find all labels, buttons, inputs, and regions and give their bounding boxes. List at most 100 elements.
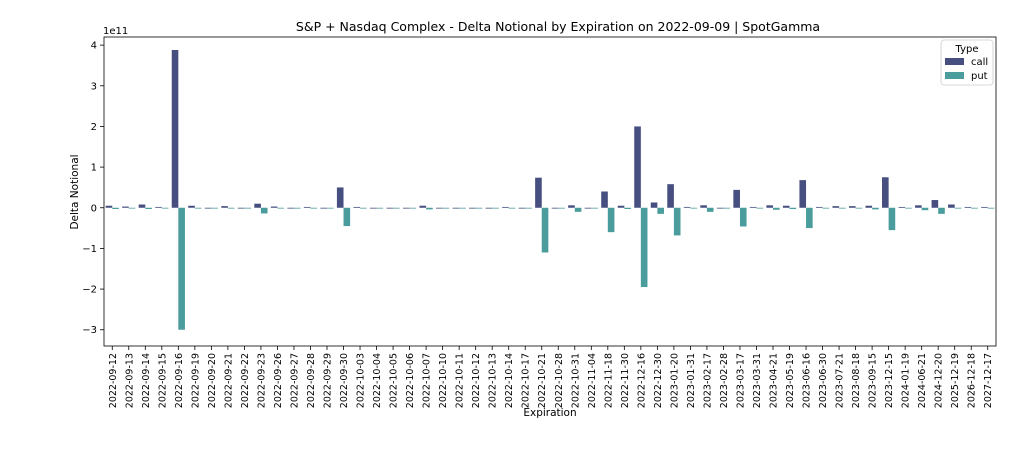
bar-call-2022-11-18	[601, 191, 608, 208]
bar-call-2022-12-30	[650, 202, 658, 208]
bar-call-2022-11-30	[617, 205, 625, 208]
x-tick-label: 2027-12-17	[983, 353, 994, 408]
bar-put-2022-11-18	[607, 207, 615, 233]
bar-call-2022-10-14	[502, 206, 509, 208]
bar-put-2022-12-16	[640, 207, 648, 288]
bar-call-2022-10-21	[535, 177, 542, 208]
x-tick-label: 2023-01-31	[686, 353, 697, 408]
x-tick-label: 2025-12-19	[950, 353, 961, 408]
bar-put-2022-10-12	[475, 207, 483, 209]
x-tick-label: 2022-10-31	[570, 353, 581, 408]
x-tick-label: 2023-06-30	[818, 353, 829, 408]
bar-put-2022-11-30	[624, 207, 631, 209]
bar-call-2023-12-15	[882, 177, 889, 208]
x-tick-label: 2022-10-17	[521, 353, 532, 408]
bar-call-2022-10-10	[436, 207, 443, 209]
x-tick-label: 2022-09-29	[323, 353, 334, 408]
bar-put-2022-09-13	[128, 207, 136, 209]
x-tick-label: 2022-10-21	[537, 353, 548, 408]
bar-put-2022-10-28	[558, 207, 565, 209]
bar-put-2022-10-31	[574, 207, 582, 212]
bar-call-2023-03-17	[733, 189, 740, 208]
bar-call-2024-12-20	[931, 200, 939, 208]
x-tick-label: 2023-03-31	[752, 353, 763, 408]
bar-put-2024-12-20	[938, 207, 945, 214]
y-axis: −3 −2 −1 0 1 2 3 4	[82, 41, 104, 336]
x-tick-label: 2022-10-14	[504, 353, 515, 408]
bar-call-2022-12-16	[634, 126, 641, 208]
bar-put-2023-03-31	[756, 207, 764, 209]
bar-call-2023-02-17	[700, 205, 707, 208]
bar-put-2022-10-13	[492, 207, 499, 209]
bar-put-2025-12-19	[954, 207, 962, 209]
bar-call-2022-09-14	[138, 204, 146, 208]
bar-put-2023-06-30	[822, 207, 830, 209]
x-tick-label: 2022-09-22	[240, 353, 251, 408]
y-tick-label: −2	[82, 285, 97, 296]
x-tick-label: 2024-06-21	[917, 353, 928, 408]
bar-put-2022-10-07	[426, 207, 433, 210]
bar-call-2025-12-19	[948, 204, 955, 208]
x-tick-label: 2022-09-19	[190, 353, 201, 408]
bar-call-2022-09-28	[303, 206, 311, 208]
y-offset-text: 1e11	[103, 26, 128, 37]
bar-call-2022-10-17	[518, 207, 526, 209]
x-tick-label: 2022-09-23	[256, 353, 267, 408]
bar-call-2023-06-30	[815, 206, 823, 208]
x-tick-label: 2023-03-17	[735, 353, 746, 408]
bar-put-2022-10-10	[442, 207, 450, 209]
y-tick-label: 2	[91, 122, 97, 133]
legend-swatch-put	[945, 72, 964, 79]
bar-call-2022-09-15	[155, 206, 162, 208]
bar-put-2022-09-12	[112, 207, 119, 209]
x-tick-label: 2022-11-18	[603, 353, 614, 408]
bar-call-2022-09-29	[320, 207, 327, 209]
y-tick-label: −1	[82, 244, 97, 255]
bar-call-2022-10-07	[419, 205, 427, 208]
bar-put-2022-09-16	[178, 207, 185, 330]
bar-call-2022-09-21	[221, 206, 228, 208]
x-tick-label: 2022-09-15	[157, 353, 168, 408]
bar-put-2022-10-11	[459, 207, 466, 209]
legend-label-call: call	[971, 57, 988, 68]
bar-call-2022-10-06	[402, 207, 410, 209]
legend-swatch-call	[945, 58, 964, 65]
x-tick-label: 2022-09-20	[207, 353, 218, 408]
bar-put-2024-01-19	[905, 207, 912, 209]
bar-call-2023-01-31	[683, 206, 691, 208]
y-tick-label: 1	[91, 163, 97, 174]
bar-put-2023-08-18	[855, 207, 863, 209]
bar-put-2022-09-27	[293, 207, 301, 209]
x-axis-label: Expiration	[523, 407, 576, 419]
bar-call-2022-09-23	[254, 203, 261, 208]
y-tick-label: 4	[91, 41, 97, 52]
x-tick-label: 2023-12-15	[884, 353, 895, 408]
x-tick-label: 2023-07-21	[835, 353, 846, 408]
x-tick-label: 2022-09-27	[289, 353, 300, 408]
bar-call-2027-12-17	[981, 206, 988, 208]
bar-put-2023-07-21	[839, 207, 846, 209]
x-tick-label: 2023-05-19	[785, 353, 796, 408]
bar-call-2022-09-27	[287, 207, 294, 209]
bar-call-2022-10-04	[369, 207, 377, 209]
bar-call-2022-09-20	[204, 207, 212, 209]
y-tick-label: 3	[91, 81, 97, 92]
x-tick-label: 2022-09-12	[108, 353, 119, 408]
bar-put-2023-12-15	[888, 207, 896, 231]
x-tick-label: 2022-11-30	[620, 353, 631, 408]
x-tick-label: 2023-01-20	[669, 353, 680, 408]
bars-layer	[105, 50, 995, 330]
bar-put-2022-10-21	[541, 207, 549, 253]
x-tick-label: 2022-12-30	[653, 353, 664, 408]
bar-call-2022-10-31	[568, 205, 575, 208]
x-tick-label: 2022-09-26	[273, 353, 284, 408]
x-axis: 2022-09-12 2022-09-13 2022-09-14 2022-09-15…	[108, 346, 994, 408]
bar-put-2022-09-14	[145, 207, 152, 209]
bar-put-2026-12-18	[971, 207, 978, 209]
x-tick-label: 2022-09-21	[223, 353, 234, 408]
x-tick-label: 2022-10-12	[471, 353, 482, 408]
bar-put-2023-02-28	[723, 207, 731, 209]
bar-put-2022-09-29	[327, 207, 334, 209]
bar-put-2022-10-04	[376, 207, 384, 209]
